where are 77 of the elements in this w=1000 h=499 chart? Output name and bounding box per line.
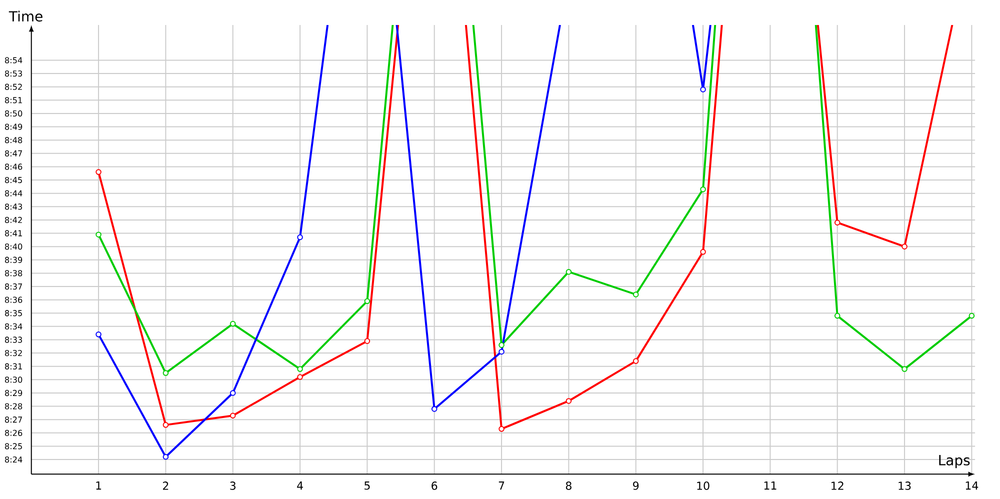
y-tick-label: 8:25 <box>4 443 22 450</box>
point <box>968 312 975 319</box>
x-tick-label: 14 <box>966 481 978 490</box>
point <box>632 292 639 298</box>
x-tick-label: 4 <box>297 481 303 490</box>
point <box>96 331 102 338</box>
point <box>632 358 639 364</box>
x-tick-label: 1 <box>96 481 102 490</box>
point <box>498 426 504 432</box>
point <box>902 366 908 372</box>
point <box>902 244 908 250</box>
point <box>162 422 169 428</box>
x-tick-label: 2 <box>163 481 168 490</box>
point <box>297 366 303 372</box>
y-axis-title: Time <box>8 10 42 22</box>
y-tick-label: 8:42 <box>4 216 22 223</box>
y-tick-label: 8:29 <box>4 390 22 396</box>
y-tick-label: 8:50 <box>4 110 22 116</box>
x-tick-label: 3 <box>230 481 236 490</box>
point <box>96 232 102 238</box>
point <box>566 398 572 404</box>
y-tick-label: 8:27 <box>4 416 22 423</box>
point <box>297 234 303 240</box>
y-tick-label: 8:49 <box>4 124 22 130</box>
y-tick-label: 8:51 <box>4 97 22 104</box>
y-tick-label: 8:54 <box>4 57 22 64</box>
point <box>230 320 236 327</box>
point <box>700 248 706 255</box>
y-tick-label: 8:35 <box>4 310 22 316</box>
y-tick-label: 8:34 <box>4 323 22 330</box>
point <box>700 186 706 192</box>
point <box>364 338 370 344</box>
y-tick-label: 8:48 <box>4 136 22 144</box>
y-tick-label: 8:30 <box>4 376 22 383</box>
x-axis-title: Laps <box>939 454 970 468</box>
x-tick-label: 8 <box>566 481 572 490</box>
point <box>498 342 504 348</box>
y-tick-label: 8:44 <box>4 190 22 196</box>
point <box>834 220 840 226</box>
y-tick-label: 8:47 <box>4 150 22 156</box>
point <box>297 374 303 380</box>
y-tick-label: 8:33 <box>4 336 22 343</box>
y-tick-label: 8:53 <box>4 70 22 77</box>
x-tick-label: 7 <box>498 481 504 490</box>
x-tick-label: 10 <box>697 481 710 490</box>
y-tick-label: 8:37 <box>4 283 22 290</box>
x-tick-label: 9 <box>633 481 639 490</box>
point <box>566 268 572 275</box>
point <box>431 406 438 412</box>
x-tick-label: 12 <box>832 481 844 490</box>
point <box>364 298 370 304</box>
point <box>162 370 169 376</box>
y-tick-label: 8:24 <box>4 456 22 463</box>
y-tick-label: 8:41 <box>4 230 22 236</box>
point <box>230 390 236 396</box>
point <box>96 169 102 175</box>
y-tick-label: 8:52 <box>4 84 22 90</box>
point <box>230 412 236 418</box>
x-tick-label: 11 <box>764 481 776 490</box>
point <box>162 454 169 460</box>
x-tick-label: 5 <box>364 481 370 490</box>
y-tick-label: 8:40 <box>4 243 22 250</box>
point <box>834 312 840 319</box>
y-tick-label: 8:36 <box>4 296 22 303</box>
point <box>498 348 504 355</box>
y-tick-label: 8:38 <box>4 270 22 276</box>
x-tick-label: 6 <box>432 481 438 490</box>
y-tick-label: 8:39 <box>4 256 22 263</box>
y-tick-label: 8:31 <box>4 363 22 370</box>
y-tick-label: 8:46 <box>4 164 22 170</box>
y-tick-label: 8:28 <box>4 403 22 410</box>
y-tick-label: 8:45 <box>4 176 22 184</box>
y-tick-label: 8:32 <box>4 350 22 356</box>
y-tick-label: 8:26 <box>4 430 22 436</box>
x-tick-label: 13 <box>898 481 911 490</box>
point <box>700 86 706 92</box>
y-tick-label: 8:43 <box>4 204 22 210</box>
